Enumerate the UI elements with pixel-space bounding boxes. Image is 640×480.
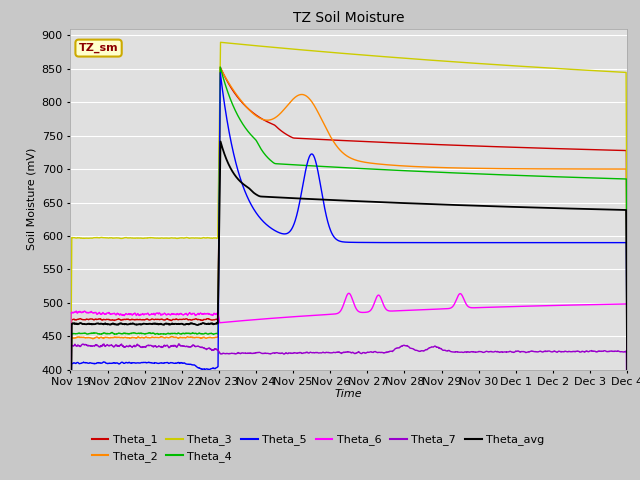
Theta_3 <box>607 69 615 74</box>
Theta_6 <box>505 304 513 310</box>
Theta_4 <box>505 172 513 178</box>
Theta_6 <box>607 301 615 307</box>
Line: Theta_4: Theta_4 <box>70 67 627 480</box>
Theta_7 <box>623 455 631 461</box>
Line: Theta_avg: Theta_avg <box>70 142 627 480</box>
Theta_5 <box>95 360 102 366</box>
Theta_1 <box>95 316 102 322</box>
Text: TZ_sm: TZ_sm <box>79 43 118 53</box>
Line: Theta_6: Theta_6 <box>70 293 627 442</box>
Theta_7 <box>505 349 513 355</box>
Theta_7 <box>323 349 330 355</box>
Y-axis label: Soil Moisture (mV): Soil Moisture (mV) <box>26 148 36 251</box>
Theta_6 <box>623 434 631 440</box>
Theta_3 <box>323 49 330 55</box>
Theta_avg <box>505 204 513 210</box>
Theta_6 <box>67 439 74 445</box>
Theta_1 <box>216 64 224 70</box>
Legend: Theta_1, Theta_2, Theta_3, Theta_4, Theta_5, Theta_6, Theta_7, Theta_avg: Theta_1, Theta_2, Theta_3, Theta_4, Thet… <box>87 430 549 466</box>
Theta_4 <box>623 348 631 354</box>
Theta_3 <box>217 39 225 45</box>
Theta_4 <box>337 165 345 170</box>
Theta_5 <box>607 240 615 245</box>
Theta_4 <box>216 64 224 70</box>
Theta_1 <box>505 144 513 150</box>
Theta_7 <box>607 348 615 354</box>
Theta_2 <box>607 166 615 172</box>
Theta_6 <box>95 310 102 316</box>
Theta_3 <box>607 69 615 74</box>
Theta_2 <box>323 127 330 132</box>
Theta_1 <box>337 138 345 144</box>
Theta_2 <box>607 166 615 172</box>
Theta_5 <box>607 240 615 245</box>
Theta_avg <box>623 378 631 384</box>
Theta_4 <box>323 164 330 169</box>
Theta_5 <box>323 215 330 220</box>
Theta_3 <box>623 295 631 301</box>
Title: TZ Soil Moisture: TZ Soil Moisture <box>293 11 404 25</box>
Line: Theta_2: Theta_2 <box>70 68 627 480</box>
Theta_4 <box>607 176 615 181</box>
Line: Theta_1: Theta_1 <box>70 67 627 479</box>
Theta_avg <box>607 207 615 213</box>
Theta_7 <box>337 350 345 356</box>
Theta_avg <box>607 207 615 213</box>
Line: Theta_5: Theta_5 <box>70 72 627 480</box>
Theta_7 <box>607 348 615 354</box>
Theta_1 <box>607 147 615 153</box>
Theta_6 <box>607 301 615 307</box>
Theta_1 <box>607 147 615 153</box>
Theta_3 <box>95 235 102 240</box>
Theta_4 <box>95 331 102 337</box>
Theta_5 <box>337 239 345 244</box>
Theta_5 <box>216 70 224 75</box>
Theta_1 <box>323 137 330 143</box>
Line: Theta_3: Theta_3 <box>70 42 627 437</box>
Theta_avg <box>67 478 74 480</box>
Theta_avg <box>95 321 102 326</box>
Theta_3 <box>505 62 513 68</box>
Theta_6 <box>323 312 330 317</box>
Theta_5 <box>623 388 631 394</box>
Theta_5 <box>505 240 513 245</box>
Theta_avg <box>217 139 225 144</box>
Theta_3 <box>67 434 74 440</box>
Theta_2 <box>623 342 631 348</box>
Theta_avg <box>323 197 330 203</box>
Theta_1 <box>67 476 74 480</box>
Theta_4 <box>607 176 615 181</box>
Theta_avg <box>337 198 345 204</box>
Line: Theta_7: Theta_7 <box>70 344 627 480</box>
Theta_7 <box>175 341 182 347</box>
Theta_7 <box>95 344 102 349</box>
Theta_2 <box>216 65 224 71</box>
Theta_2 <box>505 166 513 171</box>
Theta_6 <box>337 307 345 313</box>
Theta_2 <box>337 149 345 155</box>
Theta_2 <box>95 336 102 341</box>
X-axis label: Time: Time <box>335 389 363 398</box>
Theta_1 <box>623 330 631 336</box>
Theta_6 <box>345 290 353 296</box>
Theta_3 <box>337 50 345 56</box>
